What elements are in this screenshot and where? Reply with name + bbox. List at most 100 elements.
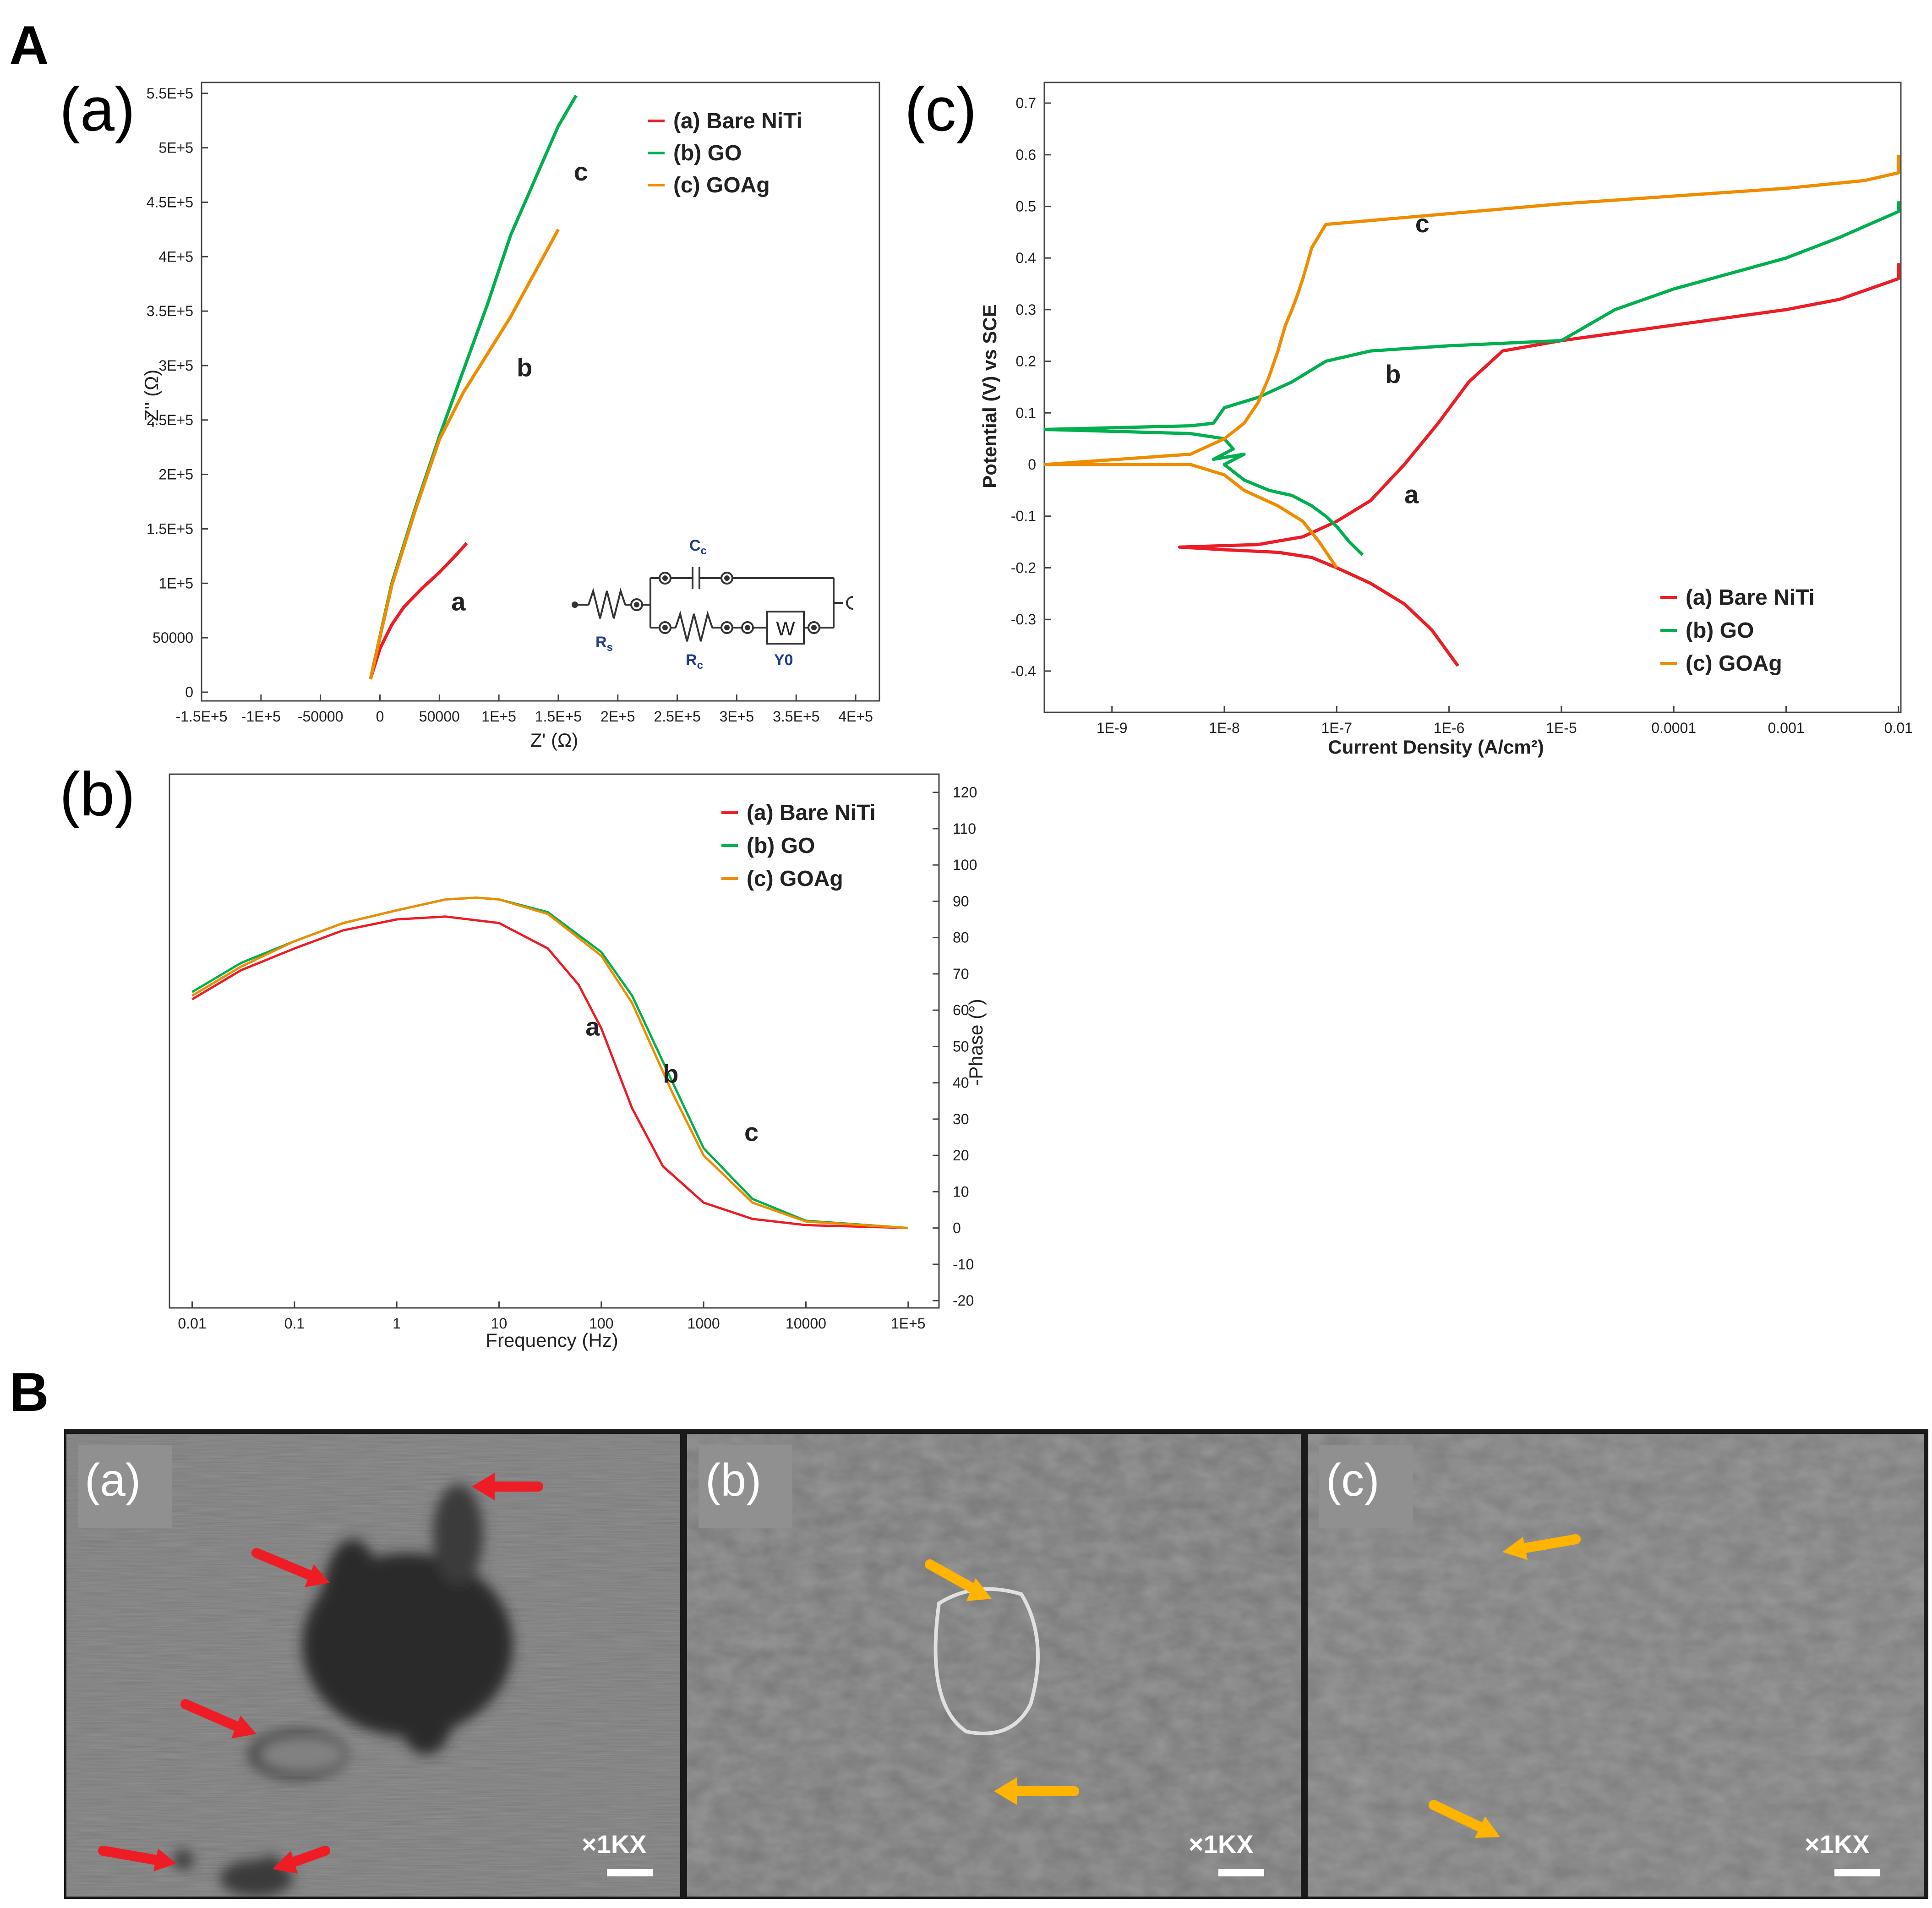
warburg-element-icon <box>766 611 805 645</box>
y-tick-label: -20 <box>953 1292 974 1309</box>
y-tick-label: 80 <box>953 929 969 946</box>
x-tick-label: 1E-9 <box>1097 720 1128 736</box>
arrow-icon <box>1475 1816 1500 1838</box>
legend-entry-c: (c) GOAg <box>673 173 770 197</box>
scale-bar-b <box>1218 1869 1264 1876</box>
x-tick-label: 1E+5 <box>891 1315 926 1332</box>
series-line-b <box>369 94 578 680</box>
x-tick-label: -1.5E+5 <box>176 708 228 725</box>
bode-panel-label: (b) <box>60 760 135 829</box>
arrow-icon <box>305 1564 330 1587</box>
nyquist-panel-label: (a) <box>60 75 135 144</box>
series-line-a <box>369 542 468 680</box>
x-tick-label: 4E+5 <box>838 708 873 725</box>
sem-magnification-b: ×1KX <box>1189 1830 1254 1859</box>
equivalent-circuit-diagram <box>572 567 853 645</box>
y-tick-label: -0.2 <box>1011 559 1036 576</box>
sem-tag-box-a <box>78 1445 172 1528</box>
y-tick-label: 0.7 <box>1016 95 1036 111</box>
circuit-terminal-left <box>572 601 578 608</box>
sem-image-a: (a) ×1KX <box>66 1434 680 1897</box>
x-tick-label: 0.01 <box>1884 720 1913 736</box>
panel-a-letter: A <box>9 15 49 76</box>
panel-b-letter: B <box>9 1361 49 1423</box>
x-tick-label: 10 <box>491 1315 508 1332</box>
x-tick-label: 2E+5 <box>600 708 635 725</box>
y-tick-label: 110 <box>953 820 976 837</box>
x-tick-label: 0.01 <box>178 1315 206 1332</box>
y-tick-label: 20 <box>953 1147 969 1164</box>
bode-x-ticks: 0.01 0.1 1 10 100 1000 10000 1E+5 <box>178 1301 926 1332</box>
y-tick-label: 60 <box>953 1002 969 1018</box>
curve-label-c: c <box>744 1117 759 1146</box>
sem-image-c: (c) ×1KX <box>1308 1434 1924 1897</box>
y-tick-label: -0.4 <box>1011 663 1036 679</box>
bode-x-label: Frequency (Hz) <box>486 1329 618 1351</box>
red-arrows-a <box>98 1473 543 1874</box>
y-tick-label: 3.5E+5 <box>147 303 193 319</box>
coating-defect-outline <box>933 1587 1040 1735</box>
x-tick-label: 1E-5 <box>1546 720 1577 736</box>
yellow-arrows-b <box>925 1559 1079 1805</box>
circuit-label-cc: Cc <box>689 537 707 557</box>
bode-curve-labels: a b c <box>585 1012 759 1147</box>
sem-tag-box-b <box>699 1445 792 1528</box>
curve-label-b: b <box>517 353 532 382</box>
x-tick-label: 1 <box>393 1315 401 1332</box>
arrow-icon <box>231 1716 257 1739</box>
x-tick-label: 0 <box>376 708 384 725</box>
y-tick-label: 0.5 <box>1016 198 1036 214</box>
x-tick-label: 10000 <box>786 1315 826 1332</box>
series-line-c <box>369 229 560 680</box>
y-tick-label: 100 <box>953 857 977 873</box>
arrow-icon <box>966 1578 992 1601</box>
arrow-icon <box>994 1777 1017 1805</box>
y-tick-label: 90 <box>953 893 969 909</box>
y-tick-label: 10 <box>953 1183 969 1200</box>
legend-entry-c: (c) GOAg <box>747 867 843 891</box>
y-tick-label: 2E+5 <box>158 466 193 483</box>
series-line-c <box>191 897 908 1230</box>
nyquist-x-ticks: -1.5E+5 -1E+5 -50000 0 50000 1E+5 1.5E+5 2E+5 2.… <box>176 694 873 725</box>
warburg-label: W <box>776 618 795 640</box>
legend-entry-b: (b) GO <box>747 834 815 858</box>
x-tick-label: -1E+5 <box>241 708 281 725</box>
tafel-legend: (a) Bare NiTi (b) GO (c) GOAg <box>1660 585 1815 676</box>
sem-image-b: (b) ×1KX <box>687 1434 1301 1897</box>
nyquist-x-label: Z' (Ω) <box>530 729 579 751</box>
curve-label-a: a <box>585 1012 600 1041</box>
y-tick-label: 30 <box>953 1111 969 1127</box>
series-line-a <box>191 915 908 1230</box>
curve-label-c: c <box>1415 209 1430 238</box>
x-tick-label: -50000 <box>298 708 344 725</box>
legend-entry-b: (b) GO <box>673 141 742 165</box>
y-tick-label: 0.3 <box>1016 301 1036 318</box>
tafel-y-ticks: -0.4 -0.3 -0.2 -0.1 0 0.1 0.2 0.3 0.4 0.5 0.6 0.7 <box>1011 95 1051 679</box>
bode-series <box>191 897 908 1230</box>
curve-label-a: a <box>1404 480 1419 509</box>
tafel-x-ticks: 1E-9 1E-8 1E-7 1E-6 1E-5 0.0001 0.001 0.01 <box>1097 706 1913 736</box>
x-tick-label: 100 <box>589 1315 613 1332</box>
y-tick-label: 0 <box>185 684 193 700</box>
tafel-curve-labels: a b c <box>1385 209 1430 509</box>
bode-frame <box>169 773 940 1309</box>
y-tick-label: 3E+5 <box>158 357 193 374</box>
legend-entry-c: (c) GOAg <box>1686 651 1782 676</box>
bode-legend: (a) Bare NiTi (b) GO (c) GOAg <box>721 801 876 891</box>
series-line-a <box>1178 263 1900 667</box>
x-tick-label: 2.5E+5 <box>654 708 700 725</box>
x-tick-label: 3.5E+5 <box>773 708 819 725</box>
x-tick-label: 3E+5 <box>720 708 754 725</box>
resistor-rs-icon <box>588 587 626 619</box>
legend-entry-a: (a) Bare NiTi <box>673 109 802 133</box>
legend-entry-a: (a) Bare NiTi <box>747 801 876 825</box>
resistor-rc-icon <box>675 610 713 642</box>
legend-entry-b: (b) GO <box>1686 618 1754 643</box>
y-tick-label: 4.5E+5 <box>147 194 193 210</box>
series-line-b <box>1044 201 1900 556</box>
circuit-label-y0: Y0 <box>774 651 793 669</box>
y-tick-label: -10 <box>953 1256 974 1273</box>
tafel-x-label: Current Density (A/cm²) <box>1328 736 1544 758</box>
x-tick-label: 0.001 <box>1768 720 1804 736</box>
tafel-polarization-chart: (c) 1E-9 1E-8 1E-7 1E-6 1E-5 0.0001 0.001 0.01 … <box>905 75 1913 758</box>
